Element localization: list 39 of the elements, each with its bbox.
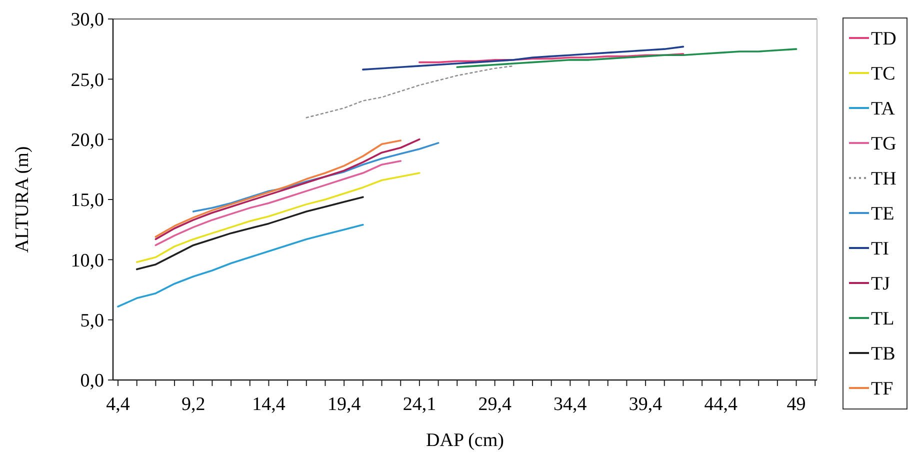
legend-label: TJ [871, 274, 890, 295]
x-tick-label: 9,2 [181, 394, 206, 415]
legend-label: TL [871, 308, 894, 330]
x-tick-label: 24,1 [402, 394, 436, 415]
legend-label: TD [871, 28, 896, 50]
x-tick-label: 39,4 [628, 394, 663, 415]
x-tick-label: 19,4 [327, 394, 362, 415]
legend-label: TE [871, 204, 894, 225]
y-tick-label: 30,0 [70, 10, 104, 31]
legend-label: TB [871, 344, 896, 365]
x-tick-label: 44,4 [704, 394, 738, 415]
y-tick-label: 25,0 [70, 70, 104, 91]
x-tick-label: 14,4 [252, 394, 286, 415]
line-series [418, 52, 684, 64]
x-tick-label: 49 [786, 394, 806, 415]
line-series [362, 46, 684, 70]
y-tick-label: 20,0 [70, 130, 104, 151]
line-series [136, 172, 420, 263]
legend-label: TF [871, 378, 894, 400]
legend-label: TG [871, 134, 897, 155]
legend-label: TC [871, 64, 896, 85]
line-series [456, 48, 798, 68]
x-tick-label: 29,4 [478, 394, 512, 415]
line-series [117, 224, 364, 308]
legend-label: TI [871, 238, 889, 260]
legend-label: TA [871, 98, 896, 120]
line-series [154, 160, 402, 246]
line-series [192, 142, 440, 212]
y-axis-title: ALTURA (m) [12, 146, 33, 253]
y-tick-label: 5,0 [80, 310, 104, 332]
legend-label: TH [871, 168, 897, 190]
x-axis-title: DAP (cm) [426, 430, 504, 451]
line-series [136, 196, 364, 270]
line-series [306, 65, 514, 118]
y-tick-label: 0,0 [80, 370, 104, 392]
x-tick-label: 34,4 [554, 394, 588, 415]
x-tick-label: 4,4 [106, 394, 130, 415]
y-tick-label: 10,0 [70, 250, 104, 272]
y-tick-label: 15,0 [70, 190, 104, 212]
